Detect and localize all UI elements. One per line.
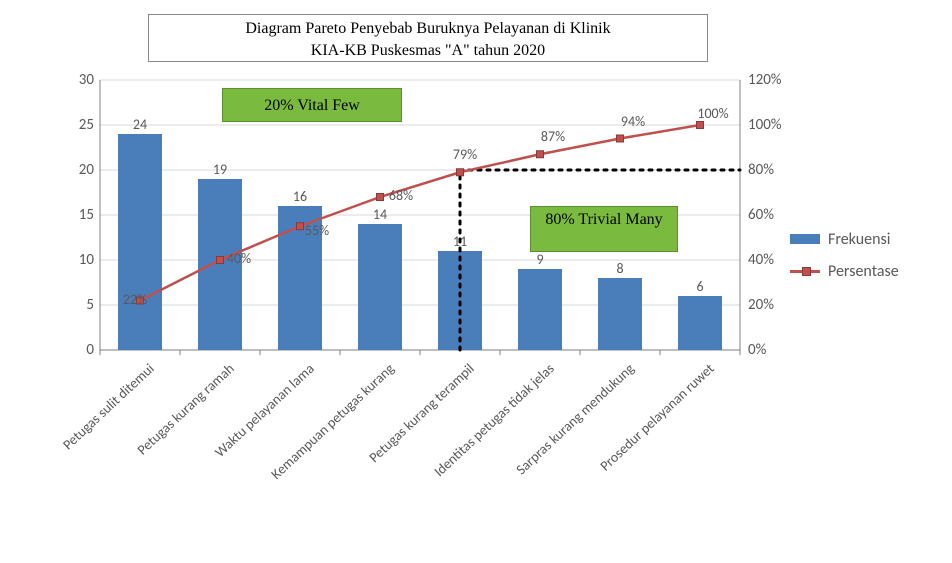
legend: Frekuensi Persentase [790, 230, 899, 294]
bar-value-label: 24 [128, 116, 152, 133]
legend-item-frekuensi: Frekuensi [790, 230, 899, 248]
y-left-tick: 25 [64, 116, 94, 134]
x-category-label: Kemampuan petugas kurang [240, 360, 398, 509]
bar-value-label: 8 [608, 260, 632, 277]
line-percent-label: 94% [610, 113, 656, 130]
x-category-label: Identitas petugas tidak jelas [400, 360, 558, 509]
bar-value-label: 19 [208, 161, 232, 178]
y-right-tick: 100% [748, 116, 796, 134]
legend-swatch-line-icon [790, 266, 820, 276]
y-right-tick: 20% [748, 296, 796, 314]
y-left-tick: 0 [64, 341, 94, 359]
bar-value-label: 14 [368, 206, 392, 223]
x-category-label: Waktu pelayanan lama [160, 360, 318, 509]
y-right-tick: 60% [748, 206, 796, 224]
bar-value-label: 16 [288, 188, 312, 205]
y-right-tick: 0% [748, 341, 796, 359]
chart-title-line2: KIA-KB Puskesmas "A" tahun 2020 [149, 40, 707, 62]
x-category-label: Petugas kurang ramah [80, 360, 238, 509]
line-percent-label: 100% [690, 105, 736, 122]
y-right-tick: 80% [748, 161, 796, 179]
x-category-label: Sarpras kurang mendukung [480, 360, 638, 509]
y-left-tick: 10 [64, 251, 94, 269]
chart-card: Diagram Pareto Penyebab Buruknya Pelayan… [30, 10, 920, 550]
chart-title-box: Diagram Pareto Penyebab Buruknya Pelayan… [148, 14, 708, 62]
y-left-tick: 30 [64, 71, 94, 89]
bar-value-label: 6 [688, 278, 712, 295]
line-percent-label: 79% [442, 146, 488, 163]
x-category-label: Petugas sulit ditemui [0, 360, 158, 509]
line-percent-label: 68% [378, 187, 424, 204]
x-category-label: Prosedur pelayanan ruwet [560, 360, 718, 509]
line-percent-label: 55% [294, 222, 340, 239]
y-right-tick: 120% [748, 71, 796, 89]
legend-item-persentase: Persentase [790, 262, 899, 280]
bar-value-label: 9 [528, 251, 552, 268]
legend-swatch-bar-icon [790, 234, 820, 244]
callout-trivial-many: 80% Trivial Many [530, 206, 678, 252]
y-left-tick: 5 [64, 296, 94, 314]
line-percent-label: 40% [216, 250, 262, 267]
y-left-tick: 15 [64, 206, 94, 224]
chart-title-line1: Diagram Pareto Penyebab Buruknya Pelayan… [149, 18, 707, 40]
line-percent-label: 22% [112, 291, 158, 308]
x-category-label: Petugas kurang terampil [320, 360, 478, 509]
callout-vital-few: 20% Vital Few [222, 88, 402, 122]
y-right-tick: 40% [748, 251, 796, 269]
legend-label-frekuensi: Frekuensi [828, 230, 890, 249]
callout-trivial-many-text: 80% Trivial Many [545, 211, 662, 228]
y-left-tick: 20 [64, 161, 94, 179]
legend-label-persentase: Persentase [828, 262, 899, 281]
line-percent-label: 87% [530, 128, 576, 145]
bar-value-label: 11 [448, 233, 472, 250]
